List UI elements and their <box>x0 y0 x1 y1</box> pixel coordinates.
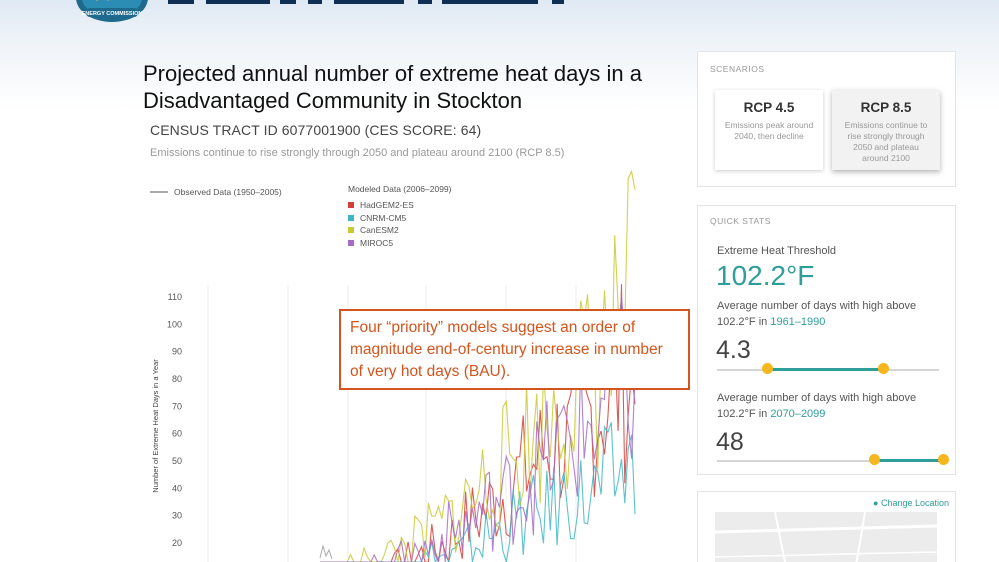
legend-item[interactable]: CanESM2 <box>348 224 452 237</box>
callout-annotation: Four “priority” models suggest an order … <box>339 309 690 390</box>
legend-observed: Observed Data (1950–2005) <box>150 187 282 197</box>
legend-modeled: Modeled Data (2006–2099) HadGEM2-ES CNRM… <box>348 184 452 249</box>
scenarios-panel: SCENARIOS RCP 4.5 Emissions peak around … <box>697 51 956 187</box>
location-panel: ● Change Location <box>697 491 956 562</box>
chart-card: CENSUS TRACT ID 6077001900 (CES SCORE: 6… <box>140 118 690 562</box>
legend-modeled-title: Modeled Data (2006–2099) <box>348 184 452 194</box>
observed-swatch <box>150 191 168 193</box>
y-tick-label: 90 <box>172 347 182 357</box>
threshold-label: Extreme Heat Threshold <box>717 245 837 257</box>
slide-title: Projected annual number of extreme heat … <box>143 61 642 113</box>
historical-days-value: 4.3 <box>716 336 751 364</box>
future-range-fill <box>875 459 944 462</box>
legend-label: HadGEM2-ES <box>360 200 414 211</box>
census-tract-heading: CENSUS TRACT ID 6077001900 (CES SCORE: 6… <box>150 122 482 138</box>
y-tick-label: 50 <box>172 456 182 466</box>
scenario-name: RCP 4.5 <box>743 100 795 115</box>
future-days-label: Average number of days with high above 1… <box>717 390 943 422</box>
y-tick-label: 110 <box>168 292 182 302</box>
legend-swatch-cnrm <box>348 214 354 221</box>
y-tick-label: 100 <box>167 319 182 329</box>
future-label-text: Average number of days with high above 1… <box>717 392 917 420</box>
energy-commission-logo: ENERGY COMMISSION <box>76 0 148 22</box>
legend-item[interactable]: CNRM-CM5 <box>348 212 452 225</box>
future-range-dot-high <box>938 454 949 465</box>
historical-range-dot-low <box>762 363 773 374</box>
map-pin-icon: ● <box>872 498 879 508</box>
quick-stats-label: QUICK STATS <box>710 216 771 226</box>
legend-observed-label: Observed Data (1950–2005) <box>174 187 282 197</box>
y-axis-label: Number of Extreme Heat Days in a Year <box>151 359 160 493</box>
legend-swatch-canesm2 <box>348 227 354 234</box>
change-location-link[interactable]: ● Change Location <box>873 498 949 508</box>
scenario-desc: Emissions continue to rise strongly thro… <box>844 120 928 163</box>
historical-label-text: Average number of days with high above 1… <box>717 300 917 328</box>
series-line-cnrm-cm5 <box>320 422 636 562</box>
quick-stats-panel: QUICK STATS Extreme Heat Threshold 102.2… <box>697 205 956 475</box>
legend-swatch-hadgem2 <box>348 202 354 209</box>
scenario-desc: Emissions peak around 2040, then decline <box>724 120 814 141</box>
change-location-label: Change Location <box>880 498 949 508</box>
y-tick-label: 60 <box>172 429 182 439</box>
historical-range-fill <box>767 368 883 371</box>
y-tick-label: 30 <box>172 511 182 521</box>
y-tick-label: 20 <box>172 538 182 548</box>
scenario-description: Emissions continue to rise strongly thro… <box>150 147 565 159</box>
future-days-value: 48 <box>716 428 744 456</box>
legend-label: CanESM2 <box>360 225 399 236</box>
legend-label: CNRM-CM5 <box>360 212 407 223</box>
scenario-name: RCP 8.5 <box>860 100 912 115</box>
y-tick-label: 40 <box>172 483 182 493</box>
header-title-fragment <box>168 0 564 4</box>
future-range-dot-low <box>869 454 880 465</box>
legend-swatch-miroc5 <box>348 239 354 246</box>
scenario-rcp45-button[interactable]: RCP 4.5 Emissions peak around 2040, then… <box>715 90 823 170</box>
scenario-rcp85-button[interactable]: RCP 8.5 Emissions continue to rise stron… <box>832 90 940 170</box>
legend-item[interactable]: MIROC5 <box>348 237 452 250</box>
historical-period: 1961–1990 <box>770 316 826 328</box>
legend-label: MIROC5 <box>360 237 394 248</box>
series-line-observed <box>319 544 333 560</box>
legend-item[interactable]: HadGEM2-ES <box>348 199 452 212</box>
historical-range-dot-high <box>878 363 889 374</box>
y-tick-label: 80 <box>172 374 182 384</box>
location-map[interactable] <box>715 512 937 562</box>
historical-days-label: Average number of days with high above 1… <box>717 298 943 330</box>
svg-text:ENERGY COMMISSION: ENERGY COMMISSION <box>82 11 143 17</box>
future-range-track <box>717 460 945 462</box>
y-tick-label: 70 <box>172 401 182 411</box>
threshold-value: 102.2°F <box>716 260 815 291</box>
future-period: 2070–2099 <box>770 408 826 420</box>
scenarios-label: SCENARIOS <box>710 64 765 74</box>
series-line-miroc5 <box>320 296 636 562</box>
